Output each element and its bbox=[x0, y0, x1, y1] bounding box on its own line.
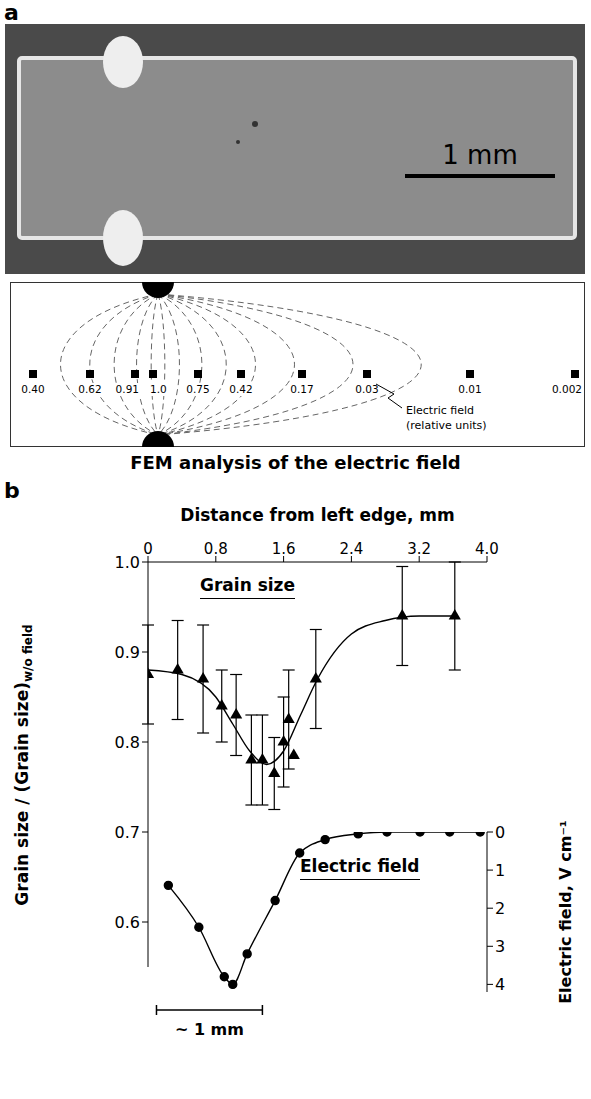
svg-text:0.002: 0.002 bbox=[552, 383, 582, 395]
svg-text:(relative units): (relative units) bbox=[406, 419, 487, 432]
svg-text:0.42: 0.42 bbox=[229, 383, 252, 395]
svg-text:0.40: 0.40 bbox=[21, 383, 44, 395]
html-text:Distance from left edge, mm: Distance from left edge, mm bbox=[180, 505, 455, 525]
svg-text:1 mm: 1 mm bbox=[442, 140, 517, 170]
svg-text:0.75: 0.75 bbox=[186, 383, 209, 395]
svg-text:0.91: 0.91 bbox=[116, 383, 139, 395]
svg-text:0.7: 0.7 bbox=[115, 823, 140, 842]
svg-text:1.0: 1.0 bbox=[115, 553, 140, 572]
svg-text:3: 3 bbox=[495, 937, 505, 956]
html-text:Grain size: Grain size bbox=[200, 575, 295, 595]
svg-text:Electric field: Electric field bbox=[406, 404, 474, 417]
html-text:FEM analysis of the electric f: FEM analysis of the electric field bbox=[130, 452, 461, 473]
svg-text:1.6: 1.6 bbox=[272, 540, 296, 558]
svg-text:0: 0 bbox=[143, 540, 153, 558]
html-text:Electric field, V cm⁻¹: Electric field, V cm⁻¹ bbox=[556, 820, 575, 1004]
html-text:a: a bbox=[4, 0, 19, 25]
svg-text:0.17: 0.17 bbox=[290, 383, 313, 395]
svg-text:0.62: 0.62 bbox=[78, 383, 101, 395]
svg-text:3.2: 3.2 bbox=[407, 540, 431, 558]
svg-text:0.03: 0.03 bbox=[355, 383, 378, 395]
html-text:Grain size / (Grain size): Grain size / (Grain size) bbox=[12, 682, 32, 906]
html-text:b: b bbox=[4, 478, 20, 503]
html-text:Electric field: Electric field bbox=[300, 856, 420, 876]
svg-text:0.8: 0.8 bbox=[204, 540, 228, 558]
svg-text:2: 2 bbox=[495, 899, 505, 918]
html-text:~ 1 mm: ~ 1 mm bbox=[174, 1020, 244, 1039]
svg-text:0.01: 0.01 bbox=[458, 383, 481, 395]
svg-text:1.0: 1.0 bbox=[150, 383, 167, 395]
svg-text:0.8: 0.8 bbox=[115, 733, 140, 752]
svg-text:0: 0 bbox=[495, 823, 505, 842]
svg-text:4: 4 bbox=[495, 975, 505, 994]
svg-text:4.0: 4.0 bbox=[475, 540, 499, 558]
svg-text:2.4: 2.4 bbox=[339, 540, 363, 558]
svg-text:1: 1 bbox=[495, 861, 505, 880]
svg-text:0.6: 0.6 bbox=[115, 913, 140, 932]
svg-text:0.9: 0.9 bbox=[115, 643, 140, 662]
html-text:w/o field: w/o field bbox=[21, 624, 36, 682]
